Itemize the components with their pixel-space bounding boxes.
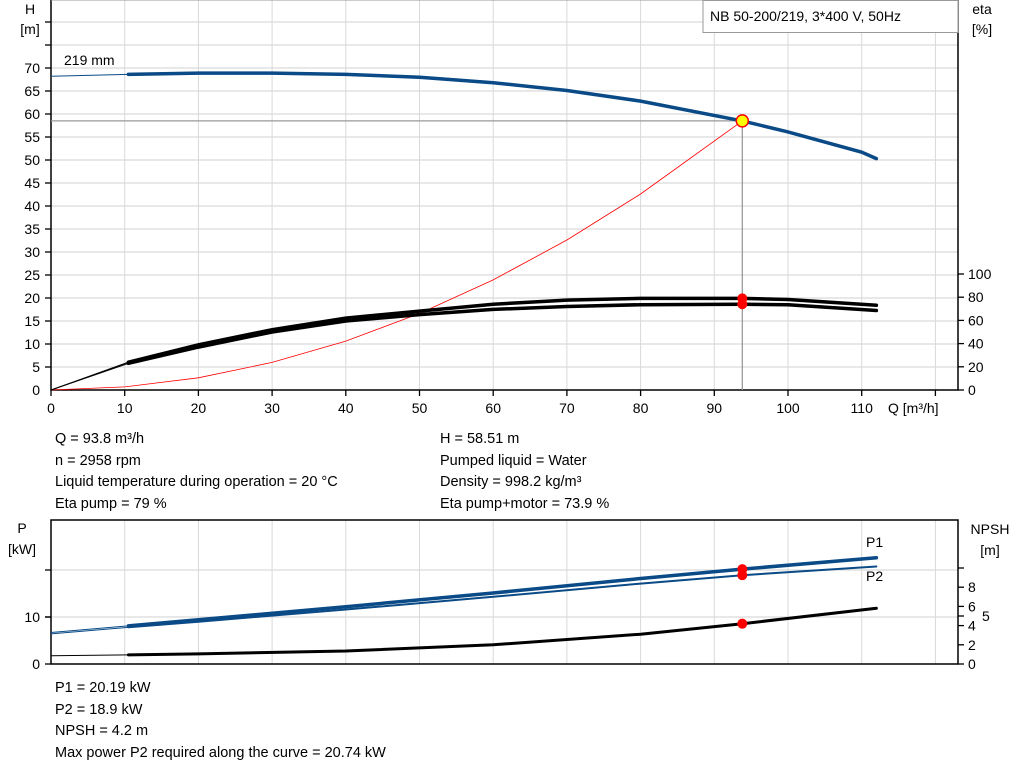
y-tick-label-power: 10 xyxy=(24,609,40,625)
y-tick-label-right: 40 xyxy=(968,336,984,352)
y-tick-label-right: 60 xyxy=(968,312,984,328)
y-axis-unit-left: [m] xyxy=(20,21,39,37)
eta-pump-motor-curve xyxy=(126,302,879,366)
y-tick-label-npsh: 0 xyxy=(968,656,976,672)
info-line: Liquid temperature during operation = 20… xyxy=(55,474,338,490)
info-line: NPSH = 4.2 m xyxy=(55,723,149,739)
y-axis-unit-left-power: [kW] xyxy=(8,541,36,557)
y-tick-label: 45 xyxy=(24,175,40,191)
x-tick-label: 110 xyxy=(851,400,874,416)
y-axis-unit-right-npsh: [m] xyxy=(980,542,999,558)
p2-curve xyxy=(127,565,878,629)
legend-box xyxy=(702,0,959,33)
y-tick-label-npsh: 2 xyxy=(968,637,976,653)
x-tick-label: 0 xyxy=(47,400,55,416)
legend-text: NB 50-200/219, 3*400 V, 50Hz xyxy=(710,8,901,24)
x-tick-label: 90 xyxy=(707,400,723,416)
info-line: P1 = 20.19 kW xyxy=(55,680,151,696)
y-tick-label: 0 xyxy=(32,382,40,398)
p2-marker xyxy=(737,570,748,581)
y-tick-label: 25 xyxy=(24,267,40,283)
y-tick-label-power: 0 xyxy=(32,656,40,672)
p1-curve xyxy=(126,556,879,628)
y-tick-label-npsh: 8 xyxy=(968,579,976,595)
y-tick-label: 40 xyxy=(24,198,40,214)
info-line: n = 2958 rpm xyxy=(55,452,141,469)
y-tick-label: 15 xyxy=(24,313,40,329)
x-tick-label: 100 xyxy=(776,400,800,416)
y-tick-label: 30 xyxy=(24,244,40,260)
y-tick-label-right: 0 xyxy=(968,382,976,398)
info-line: Density = 998.2 kg/m³ xyxy=(440,474,582,490)
x-tick-label: 60 xyxy=(485,400,501,416)
y-tick-label-right: 20 xyxy=(968,359,984,375)
p2-label: P2 xyxy=(866,568,883,584)
p1-curve-extrapolated xyxy=(50,625,129,633)
y-tick-label: 70 xyxy=(24,60,40,76)
x-tick-label: 80 xyxy=(633,400,649,416)
head-curve-extrapolated xyxy=(50,73,129,77)
info-line: Eta pump = 79 % xyxy=(55,495,167,512)
eta-pump-motor-marker xyxy=(737,299,748,310)
eta-pump-motor-curve-extrapolated xyxy=(50,362,129,391)
y-tick-label: 60 xyxy=(24,106,40,122)
x-tick-label: 40 xyxy=(338,400,354,416)
y-axis-label-right: eta xyxy=(972,1,992,17)
x-axis-label: Q [m³/h] xyxy=(888,400,939,416)
y-tick-label: 50 xyxy=(24,152,40,168)
plot-frame-bottom xyxy=(50,519,959,665)
npsh-marker xyxy=(737,618,748,629)
y-axis-unit-right: [%] xyxy=(972,21,992,37)
y-tick-label: 35 xyxy=(24,221,40,237)
system-curve xyxy=(50,120,743,391)
duty-point-marker xyxy=(735,114,750,128)
eta-pump-curve xyxy=(126,296,879,364)
y-tick-label: 65 xyxy=(24,83,40,99)
y-axis-label-right-npsh: NPSH xyxy=(971,521,1010,537)
y-axis-label-left: H xyxy=(25,1,35,17)
p2-curve-extrapolated xyxy=(50,626,129,635)
y-tick-label: 20 xyxy=(24,290,40,306)
y-tick-label-npsh: 4 xyxy=(968,618,976,634)
x-tick-label: 70 xyxy=(559,400,575,416)
plot-frame-top xyxy=(50,0,959,391)
npsh-curve-extrapolated xyxy=(50,654,129,657)
y-tick-label: 10 xyxy=(24,336,40,352)
x-tick-label: 10 xyxy=(117,400,133,416)
y-tick-label-right: 100 xyxy=(968,266,992,282)
x-tick-label: 50 xyxy=(412,400,428,416)
info-line: Max power P2 required along the curve = … xyxy=(55,744,386,761)
x-tick-label: 20 xyxy=(191,400,207,416)
y-tick-label: 55 xyxy=(24,129,40,145)
info-line: H = 58.51 m xyxy=(440,431,520,447)
info-line: Pumped liquid = Water xyxy=(440,452,587,469)
x-tick-label: 30 xyxy=(264,400,280,416)
y-tick-label-npsh: 6 xyxy=(968,598,976,614)
y-axis-label-left-power: P xyxy=(17,520,26,536)
y-tick-label: 5 xyxy=(32,359,40,375)
y-tick-label-right: 80 xyxy=(968,289,984,305)
info-line: Q = 93.8 m³/h xyxy=(55,431,145,447)
info-line: Eta pump+motor = 73.9 % xyxy=(440,495,610,512)
p1-label: P1 xyxy=(866,534,883,550)
y-tick-label-npsh: 5 xyxy=(982,608,990,624)
impeller-diameter-label: 219 mm xyxy=(64,52,115,68)
head-curve xyxy=(126,71,879,161)
info-line: P2 = 18.9 kW xyxy=(55,701,143,718)
